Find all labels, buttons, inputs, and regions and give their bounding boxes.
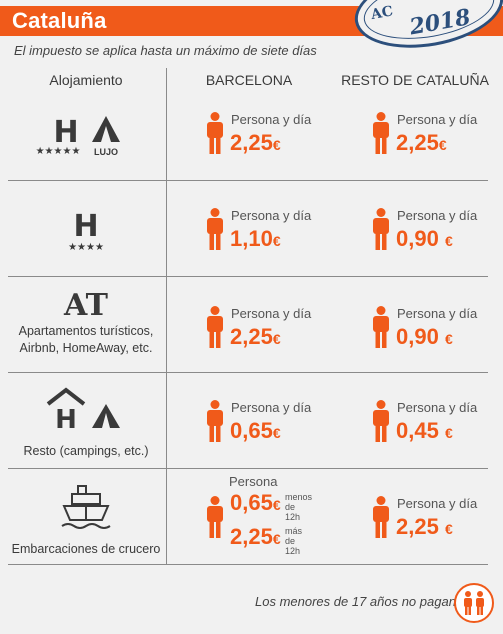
price-value: 2,25 € bbox=[396, 514, 453, 539]
stars-rating: ★★★★ bbox=[68, 242, 104, 253]
under-12h-note: menos de 12h bbox=[285, 492, 313, 522]
stamp-seal: AC 2018 bbox=[348, 0, 503, 59]
accommodation-cell: Embarcaciones de crucero bbox=[8, 482, 164, 558]
cruise-ship-icon bbox=[61, 485, 111, 529]
accommodation-label: Airbnb, HomeAway, etc. bbox=[19, 341, 153, 355]
table-row: H Resto (campings, etc.) Persona y día 0… bbox=[0, 372, 503, 468]
footer-note: Los menores de 17 años no pagan bbox=[255, 594, 456, 609]
accommodation-label: Embarcaciones de crucero bbox=[11, 542, 161, 556]
per-person-label: Persona bbox=[229, 474, 278, 489]
accommodation-cell: H Resto (campings, etc.) bbox=[8, 384, 164, 460]
per-person-label: Persona y día bbox=[231, 208, 312, 223]
luxury-label: LUJO bbox=[94, 147, 119, 157]
per-person-label: Persona y día bbox=[397, 400, 478, 415]
price-value: 0,90 € bbox=[396, 324, 453, 349]
per-person-label: Persona y día bbox=[231, 112, 312, 127]
price-value: 0,65€ bbox=[230, 418, 281, 443]
person-icon bbox=[207, 496, 223, 538]
page-title: Cataluña bbox=[12, 8, 107, 33]
accommodation-cell: H ★★★★ bbox=[8, 206, 164, 256]
subtitle: El impuesto se aplica hasta un máximo de… bbox=[14, 43, 317, 58]
table-row: Embarcaciones de crucero Persona 0,65€ m… bbox=[0, 468, 503, 564]
hostel-and-tent-icon: H bbox=[46, 387, 120, 435]
per-person-label: Persona y día bbox=[397, 112, 478, 127]
accommodation-label: Apartamentos turísticos, bbox=[18, 324, 154, 338]
row-divider bbox=[8, 276, 488, 277]
person-icon bbox=[207, 400, 223, 442]
column-header-accommodation: Alojamiento bbox=[49, 72, 123, 88]
row-divider bbox=[8, 180, 488, 181]
price-value: 2,25€ bbox=[396, 130, 447, 155]
per-person-label: Persona y día bbox=[397, 496, 478, 511]
hotel-4-star-icon: H bbox=[73, 209, 98, 244]
table-row: AT Apartamentos turísticos, Airbnb, Home… bbox=[0, 276, 503, 372]
person-icon bbox=[373, 306, 389, 348]
person-icon bbox=[207, 112, 223, 154]
price-value: 2,25€ bbox=[230, 130, 281, 155]
column-header-barcelona: BARCELONA bbox=[205, 72, 293, 88]
column-header-rest: RESTO DE CATALUÑA bbox=[341, 72, 489, 88]
price-value-over-12h: 2,25€ bbox=[230, 524, 281, 549]
price-value: 2,25€ bbox=[230, 324, 281, 349]
column-divider bbox=[166, 68, 167, 564]
person-icon bbox=[207, 306, 223, 348]
svg-text:H: H bbox=[73, 209, 98, 242]
price-value: 0,90 € bbox=[396, 226, 453, 251]
accommodation-cell: AT Apartamentos turísticos, Airbnb, Home… bbox=[8, 288, 164, 357]
svg-text:H: H bbox=[55, 405, 77, 432]
per-person-label: Persona y día bbox=[231, 306, 312, 321]
table-row: H ★★★★★ LUJO Persona y día 2,25€ Persona… bbox=[0, 100, 503, 180]
row-divider bbox=[8, 564, 488, 565]
accommodation-label: Resto (campings, etc.) bbox=[23, 444, 149, 458]
stars-rating: ★★★★★ bbox=[35, 146, 81, 157]
accommodation-cell: H ★★★★★ LUJO bbox=[8, 112, 164, 172]
svg-text:H: H bbox=[53, 115, 78, 150]
per-person-label: Persona y día bbox=[231, 400, 312, 415]
per-person-label: Persona y día bbox=[397, 208, 478, 223]
person-icon bbox=[373, 400, 389, 442]
price-value: 0,45 € bbox=[396, 418, 453, 443]
row-divider bbox=[8, 468, 488, 469]
row-divider bbox=[8, 372, 488, 373]
per-person-label: Persona y día bbox=[397, 306, 478, 321]
at-icon: AT bbox=[64, 288, 108, 323]
table-row: H ★★★★ Persona y día 1,10€ Persona y día… bbox=[0, 180, 503, 276]
hotel-5-star-and-luxury-tent-icon: H bbox=[53, 115, 120, 150]
person-icon bbox=[373, 112, 389, 154]
children-icon bbox=[454, 583, 494, 623]
person-icon bbox=[373, 496, 389, 538]
person-icon bbox=[373, 208, 389, 250]
over-12h-note: más de 12h bbox=[285, 526, 303, 556]
price-value-under-12h: 0,65€ bbox=[230, 490, 281, 515]
price-value: 1,10€ bbox=[230, 226, 281, 251]
person-icon bbox=[207, 208, 223, 250]
